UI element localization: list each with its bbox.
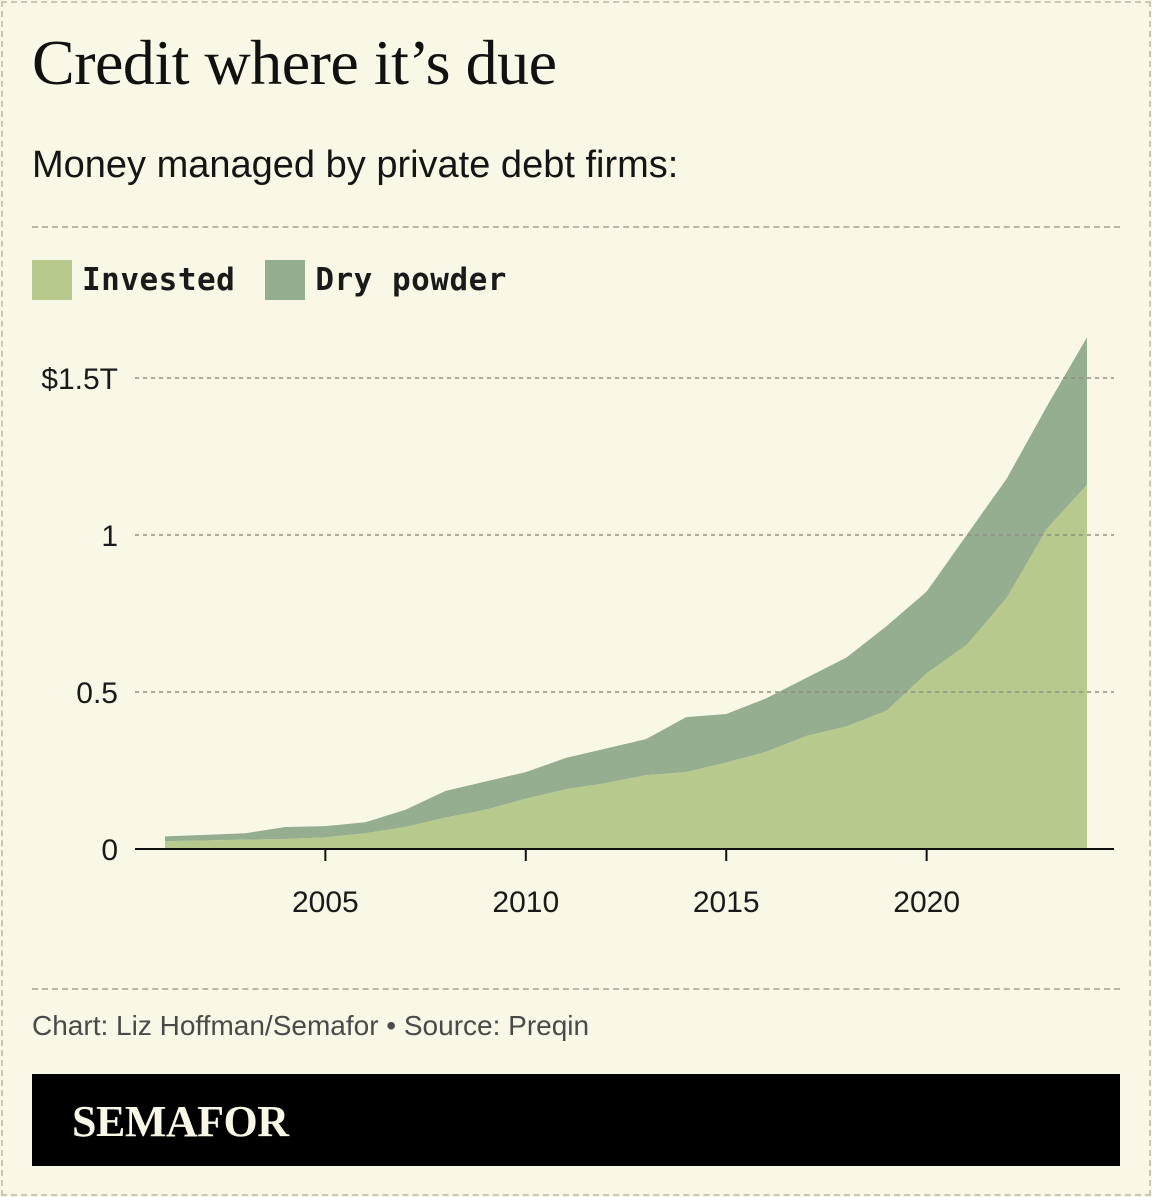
y-tick-label: 1 <box>101 520 118 553</box>
x-tick-label: 2010 <box>492 886 559 919</box>
chart-title: Credit where it’s due <box>32 27 557 98</box>
legend-swatch-dry-powder <box>265 260 306 300</box>
legend-item-invested: Invested <box>32 260 235 300</box>
legend: Invested Dry powder <box>32 258 537 302</box>
brand-bar: SEMAFOR <box>32 1074 1120 1166</box>
legend-label-dry-powder: Dry powder <box>315 262 507 298</box>
chart-credit: Chart: Liz Hoffman/Semafor • Source: Pre… <box>32 1010 590 1041</box>
y-tick-label: 0 <box>101 834 118 867</box>
legend-label-invested: Invested <box>82 262 236 298</box>
chart-subtitle: Money managed by private debt firms: <box>32 144 679 186</box>
y-tick-label: $1.5T <box>41 363 118 396</box>
y-tick-label: 0.5 <box>76 677 118 710</box>
legend-item-dry-powder: Dry powder <box>265 260 507 300</box>
top-divider <box>32 226 1120 228</box>
legend-swatch-invested <box>32 260 72 300</box>
bottom-divider <box>32 988 1120 990</box>
area-dry-powder <box>165 337 1087 842</box>
x-tick-label: 2015 <box>693 886 760 919</box>
x-tick-label: 2005 <box>292 886 359 919</box>
area-invested <box>165 484 1087 849</box>
x-tick-label: 2020 <box>893 886 960 919</box>
area-chart: 0 0.5 1 $1.5T 2005 2010 2015 2020 <box>41 337 1114 919</box>
brand-logo: SEMAFOR <box>72 1097 289 1146</box>
